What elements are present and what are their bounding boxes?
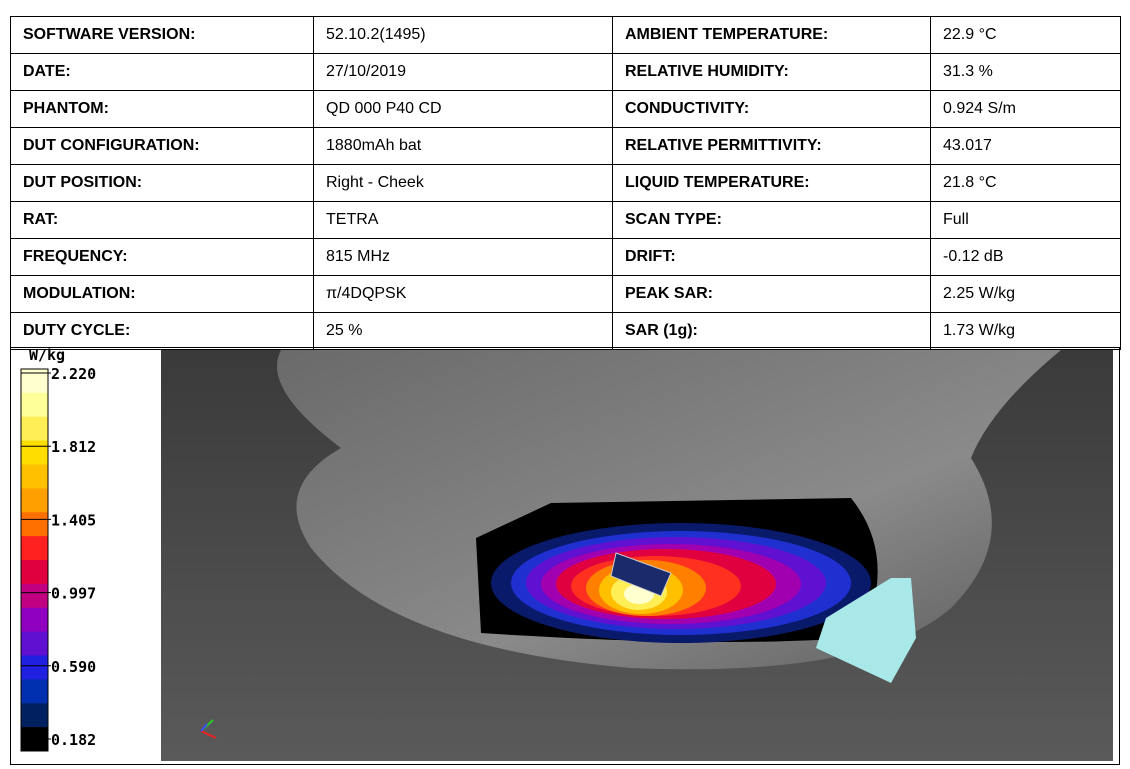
field-label: SCAN TYPE: xyxy=(612,201,931,239)
field-label: RELATIVE PERMITTIVITY: xyxy=(612,127,931,165)
field-value: 52.10.2(1495) xyxy=(313,16,613,54)
field-label: DATE: xyxy=(10,53,314,91)
field-value: 1880mAh bat xyxy=(313,127,613,165)
field-label: RAT: xyxy=(10,201,314,239)
field-label: RELATIVE HUMIDITY: xyxy=(612,53,931,91)
field-label: FREQUENCY: xyxy=(10,238,314,276)
table-row: DUT POSITION: Right - Cheek LIQUID TEMPERA… xyxy=(10,164,1121,202)
color-step xyxy=(21,655,48,680)
scale-label: 1.812 xyxy=(51,438,96,456)
field-label: DUT CONFIGURATION: xyxy=(10,127,314,165)
field-value: Full xyxy=(930,201,1121,239)
field-value: 0.924 S/m xyxy=(930,90,1121,128)
scale-label: 0.182 xyxy=(51,731,96,749)
field-label: PHANTOM: xyxy=(10,90,314,128)
scale-label: 0.997 xyxy=(51,585,96,603)
color-step xyxy=(21,392,48,418)
field-label: DUT POSITION: xyxy=(10,164,314,202)
table-row: RAT: TETRA SCAN TYPE: Full xyxy=(10,201,1121,239)
color-step xyxy=(21,607,48,633)
color-step xyxy=(21,679,48,704)
field-value: 43.017 xyxy=(930,127,1121,165)
figure-svg: W/kg2.220 1.812 1.405 0.997 0.590 0.182 xyxy=(20,346,1113,761)
field-label: AMBIENT TEMPERATURE: xyxy=(612,16,931,54)
field-value: 2.25 W/kg xyxy=(930,275,1121,313)
color-step xyxy=(21,560,48,585)
table-row: MODULATION: π/4DQPSK PEAK SAR: 2.25 W/kg xyxy=(10,275,1121,313)
field-value: 25 % xyxy=(313,312,613,350)
field-label: CONDUCTIVITY: xyxy=(612,90,931,128)
scale-label: 1.405 xyxy=(51,511,96,529)
field-value: 27/10/2019 xyxy=(313,53,613,91)
scale-label: 2.220 xyxy=(51,365,96,383)
color-step xyxy=(21,488,48,513)
field-value: 1.73 W/kg xyxy=(930,312,1121,350)
field-label: DUTY CYCLE: xyxy=(10,312,314,350)
color-bar xyxy=(20,368,49,752)
field-value: 31.3 % xyxy=(930,53,1121,91)
table-row: FREQUENCY: 815 MHz DRIFT: -0.12 dB xyxy=(10,238,1121,276)
color-step xyxy=(21,631,48,656)
info-table: SOFTWARE VERSION: 52.10.2(1495) AMBIENT TE… xyxy=(10,16,1121,350)
field-label: SAR (1g): xyxy=(612,312,931,350)
table-row: PHANTOM: QD 000 P40 CD CONDUCTIVITY: 0.924 … xyxy=(10,90,1121,128)
color-scale-labels: W/kg2.220 1.812 1.405 0.997 0.590 0.182 xyxy=(21,346,96,749)
device-holder xyxy=(816,578,916,683)
field-label: SOFTWARE VERSION: xyxy=(10,16,314,54)
color-step xyxy=(21,464,48,489)
field-value: 21.8 °C xyxy=(930,164,1121,202)
sar-distribution xyxy=(491,523,871,643)
field-value: 22.9 °C xyxy=(930,16,1121,54)
table-row: SOFTWARE VERSION: 52.10.2(1495) AMBIENT TE… xyxy=(10,16,1121,54)
color-step xyxy=(21,440,48,465)
field-label: DRIFT: xyxy=(612,238,931,276)
field-value: QD 000 P40 CD xyxy=(313,90,613,128)
color-step xyxy=(21,512,48,537)
field-label: MODULATION: xyxy=(10,275,314,313)
field-value: 815 MHz xyxy=(313,238,613,276)
color-step xyxy=(21,536,48,561)
color-step xyxy=(21,583,48,609)
field-value: Right - Cheek xyxy=(313,164,613,202)
field-label: PEAK SAR: xyxy=(612,275,931,313)
table-row: DUT CONFIGURATION: 1880mAh bat RELATIVE PE… xyxy=(10,127,1121,165)
field-value: π/4DQPSK xyxy=(313,275,613,313)
field-label: LIQUID TEMPERATURE: xyxy=(612,164,931,202)
axis-icon xyxy=(200,719,217,739)
table-row: DATE: 27/10/2019 RELATIVE HUMIDITY: 31.3 % xyxy=(10,53,1121,91)
table-row: DUTY CYCLE: 25 % SAR (1g): 1.73 W/kg xyxy=(10,312,1121,350)
color-step xyxy=(21,416,48,442)
field-value: TETRA xyxy=(313,201,613,239)
scale-label: 0.590 xyxy=(51,658,96,676)
field-value: -0.12 dB xyxy=(930,238,1121,276)
scale-unit: W/kg xyxy=(29,348,65,364)
color-step xyxy=(21,703,48,728)
color-bar-frame xyxy=(20,368,49,752)
sar-figure: W/kg 2.220 1.812 1.405 0.997 0.590 0.182 xyxy=(10,346,1120,765)
